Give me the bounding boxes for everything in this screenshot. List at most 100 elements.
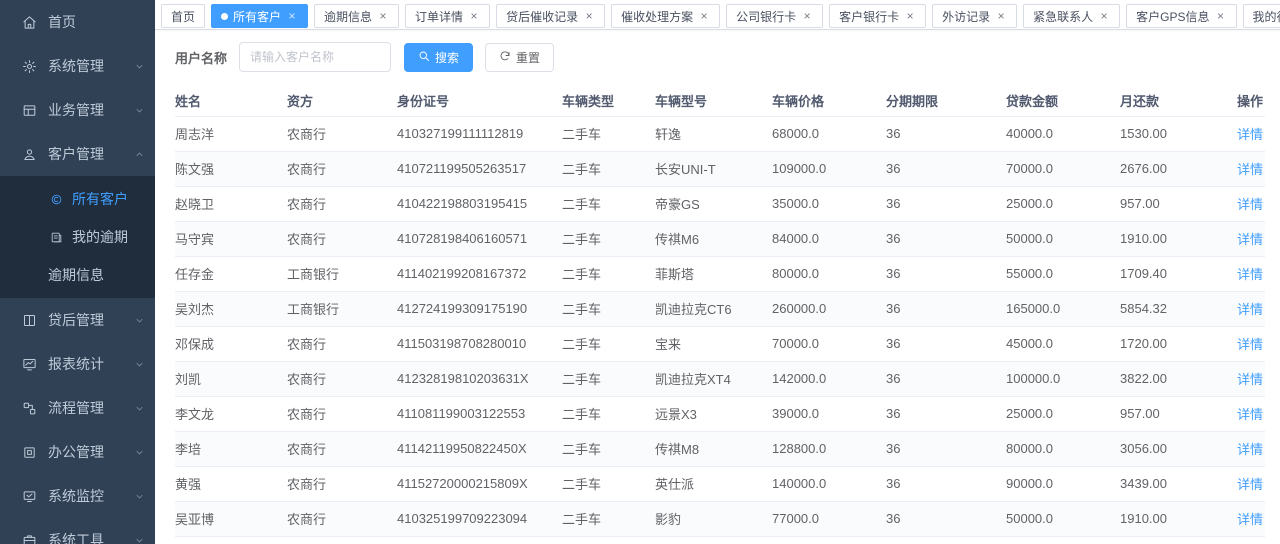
tab-4[interactable]: 贷后催收记录 ×: [496, 4, 606, 28]
sidebar-item-3[interactable]: 客户管理: [0, 132, 155, 176]
close-icon[interactable]: ×: [470, 9, 478, 23]
cell: 二手车: [562, 501, 655, 537]
tab-6[interactable]: 公司银行卡 ×: [726, 4, 824, 28]
tab-8[interactable]: 外访记录 ×: [932, 4, 1018, 28]
cell: 41232819810203631X: [397, 361, 562, 397]
detail-link[interactable]: 详情: [1236, 442, 1263, 457]
customer-name-input[interactable]: [239, 42, 392, 72]
cell: 70000.0: [772, 326, 886, 362]
cell: 36: [886, 431, 1006, 467]
cell: 55000.0: [1006, 256, 1120, 292]
customers-table: 姓名 资方 身份证号 车辆类型 车辆型号 车辆价格 分期期限 贷款金额 月还款 操作 周志洋 农商行…: [175, 85, 1265, 544]
detail-link[interactable]: 详情: [1236, 512, 1263, 527]
close-icon[interactable]: ×: [1216, 9, 1224, 23]
cell-actions: 详情: [1208, 221, 1265, 257]
table-row: 李培 农商行 41142119950822450X 二手车 传祺M8 128800.0 36…: [175, 431, 1265, 467]
tab-label: 所有客户: [233, 9, 282, 24]
tab-9[interactable]: 紧急联系人 ×: [1023, 4, 1121, 28]
cell: 农商行: [287, 466, 397, 502]
sidebar-subitem-label: 我的逾期: [72, 229, 128, 245]
sidebar-subitem-1[interactable]: 我的逾期: [0, 218, 155, 256]
close-icon[interactable]: ×: [803, 9, 811, 23]
close-icon[interactable]: ×: [700, 9, 708, 23]
tab-3[interactable]: 订单详情 ×: [405, 4, 491, 28]
cell: 农商行: [287, 186, 397, 222]
cell: 赵晓卫: [175, 186, 287, 222]
chevron-down-icon: [131, 400, 147, 416]
table-row: 吴刘杰 工商银行 412724199309175190 二手车 凯迪拉克CT6 26000…: [175, 291, 1265, 327]
reset-button[interactable]: 重置: [485, 42, 555, 72]
cell: 50000.0: [1006, 221, 1120, 257]
tab-2[interactable]: 逾期信息 ×: [314, 4, 400, 28]
sidebar-item-label: 办公管理: [48, 444, 104, 460]
cell: 410728198406160571: [397, 221, 562, 257]
cell: 刘凯: [175, 361, 287, 397]
close-icon[interactable]: ×: [906, 9, 914, 23]
search-button-label: 搜索: [435, 50, 460, 65]
detail-link[interactable]: 详情: [1236, 477, 1263, 492]
detail-link[interactable]: 详情: [1236, 267, 1263, 282]
close-icon[interactable]: ×: [585, 9, 593, 23]
detail-link[interactable]: 详情: [1236, 407, 1263, 422]
detail-link[interactable]: 详情: [1236, 372, 1263, 387]
table-row: 李文龙 农商行 411081199003122553 二手车 远景X3 39000.0 36…: [175, 396, 1265, 432]
sidebar-subitem-2[interactable]: 逾期信息: [0, 256, 155, 294]
sidebar-item-5[interactable]: 报表统计: [0, 342, 155, 386]
tab-label: 外访记录: [942, 9, 991, 24]
close-icon[interactable]: ×: [997, 9, 1005, 23]
detail-link[interactable]: 详情: [1236, 162, 1263, 177]
detail-link[interactable]: 详情: [1236, 302, 1263, 317]
sidebar-item-7[interactable]: 办公管理: [0, 430, 155, 474]
cell: 412724199309175190: [397, 291, 562, 327]
detail-link[interactable]: 详情: [1236, 337, 1263, 352]
sidebar-item-label: 系统工具: [48, 532, 104, 544]
chevron-down-icon: [131, 312, 147, 328]
sidebar-item-9[interactable]: 系统工具: [0, 518, 155, 544]
sidebar-item-8[interactable]: 系统监控: [0, 474, 155, 518]
cell: 轩逸: [655, 116, 772, 152]
tab-5[interactable]: 催收处理方案 ×: [611, 4, 721, 28]
cell: 36: [886, 501, 1006, 537]
tab-10[interactable]: 客户GPS信息 ×: [1126, 4, 1237, 28]
search-icon: [418, 50, 430, 65]
search-button[interactable]: 搜索: [404, 42, 474, 72]
monitor-icon: [20, 487, 38, 505]
cell: 农商行: [287, 116, 397, 152]
column-header-5: 车辆价格: [772, 85, 886, 117]
cell-actions: 详情: [1208, 431, 1265, 467]
chart-icon: [20, 355, 38, 373]
cell: 1910.00: [1120, 501, 1208, 537]
cell-actions: 详情: [1208, 326, 1265, 362]
tab-7[interactable]: 客户银行卡 ×: [829, 4, 927, 28]
cell: [1006, 536, 1120, 544]
detail-link[interactable]: 详情: [1236, 127, 1263, 142]
close-icon[interactable]: ×: [1100, 9, 1108, 23]
cell: 凯迪拉克XT4: [655, 361, 772, 397]
cell: 109000.0: [772, 151, 886, 187]
tab-1[interactable]: 所有客户 ×: [211, 4, 309, 28]
tab-0[interactable]: 首页: [161, 4, 206, 28]
close-icon[interactable]: ×: [288, 9, 296, 23]
sidebar-item-1[interactable]: 系统管理: [0, 44, 155, 88]
cell: 二手车: [562, 466, 655, 502]
sidebar-subitem-label: 逾期信息: [48, 267, 104, 283]
close-icon[interactable]: ×: [379, 9, 387, 23]
column-header-6: 分期期限: [886, 85, 1006, 117]
tab-11[interactable]: 我的待办×: [1242, 4, 1280, 28]
cell: 农商行: [287, 326, 397, 362]
sidebar-item-4[interactable]: 贷后管理: [0, 298, 155, 342]
cell: 39000.0: [772, 396, 886, 432]
cell: 二手车: [562, 116, 655, 152]
column-header-9: 操作: [1208, 85, 1265, 117]
sidebar-item-2[interactable]: 业务管理: [0, 88, 155, 132]
detail-link[interactable]: 详情: [1236, 232, 1263, 247]
cell: 80000.0: [772, 256, 886, 292]
cell: 41152720000215809X: [397, 466, 562, 502]
sidebar-subitem-0[interactable]: 所有客户: [0, 180, 155, 218]
detail-link[interactable]: 详情: [1236, 197, 1263, 212]
table-row: 赵晓卫 农商行 410422198803195415 二手车 帝豪GS 35000.0 36…: [175, 186, 1265, 222]
sidebar-item-6[interactable]: 流程管理: [0, 386, 155, 430]
sidebar-item-0[interactable]: 首页: [0, 0, 155, 44]
tab-bar: 首页 所有客户 × 逾期信息 × 订单详情 × 贷后催收记录 × 催收处理方案 × 公司银行卡 × 客户银…: [155, 0, 1280, 30]
columns-icon: [20, 311, 38, 329]
